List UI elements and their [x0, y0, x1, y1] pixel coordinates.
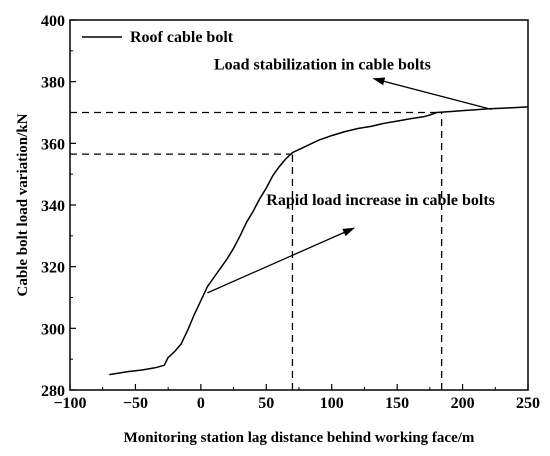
y-axis-label: Cable bolt load variation/kN [15, 113, 31, 296]
y-tick-label: 380 [41, 75, 65, 92]
x-tick-label: 250 [516, 395, 540, 412]
legend: Roof cable bolt [82, 29, 234, 46]
y-tick-label: 360 [41, 136, 65, 153]
y-tick-label: 300 [41, 321, 65, 338]
x-tick-label: 100 [320, 395, 344, 412]
y-tick-label: 400 [41, 13, 65, 30]
x-tick-label: −100 [53, 395, 86, 412]
series-layer [109, 106, 529, 376]
annotation-arrow [372, 77, 492, 111]
legend-label: Roof cable bolt [130, 29, 234, 46]
y-tick-label: 280 [41, 383, 65, 400]
x-tick-label: 200 [451, 395, 475, 412]
y-tick-label: 340 [41, 198, 65, 215]
x-axis-label: Monitoring station lag distance behind w… [124, 430, 475, 446]
y-axis-ticks: 280 300 320 340 360 380 400 [41, 13, 76, 400]
annotation-arrow [207, 227, 355, 294]
x-tick-label: 150 [385, 395, 409, 412]
reference-lines [70, 111, 443, 390]
x-axis-ticks: −100 −50 0 50 100 150 200 250 [53, 384, 540, 412]
y-tick-label: 320 [41, 260, 65, 277]
x-tick-label: −50 [123, 395, 148, 412]
x-tick-label: 50 [258, 395, 274, 412]
annotation-label: Load stabilization in cable bolts [214, 56, 431, 73]
x-tick-label: 0 [197, 395, 205, 412]
annotations: Load stabilization in cable bolts Rapid l… [207, 56, 495, 294]
series-line-roof-cable-bolt [109, 106, 529, 376]
annotation-label: Rapid load increase in cable bolts [266, 192, 495, 209]
